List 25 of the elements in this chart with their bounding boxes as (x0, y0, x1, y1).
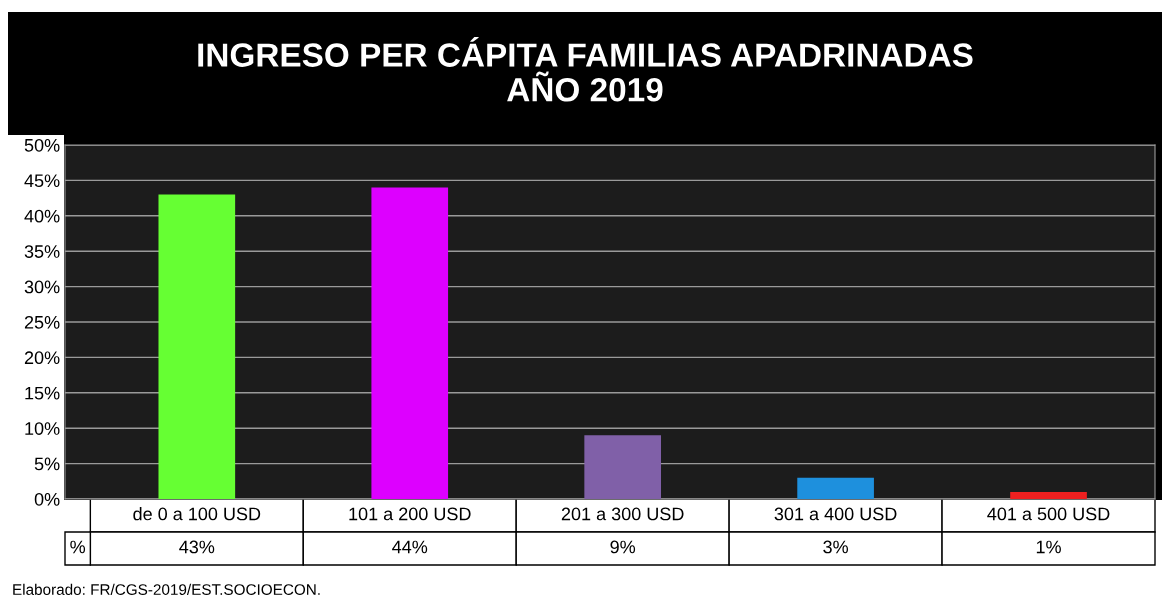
data-label: 44% (392, 540, 428, 554)
y-tick-label: 15% (25, 386, 60, 400)
y-tick-label: 35% (24, 245, 60, 258)
y-tick-label: 5% (34, 457, 60, 471)
y-tick-label: 50% (24, 138, 60, 152)
data-label: 43% (179, 540, 215, 554)
chart-title: INGRESO PER CÁPITA FAMILIAS APADRINADAS AÑO 2019 (198, 37, 973, 102)
data-label: 1% (1036, 540, 1061, 554)
x-tick-label: de 0 a 100 USD (133, 507, 261, 521)
y-tick-label: 10% (25, 422, 60, 435)
x-tick-label: 301 a 400 USD (774, 507, 897, 521)
y-tick-label: 20% (24, 351, 60, 365)
text: % (70, 540, 86, 554)
data-label: 9% (610, 540, 636, 554)
y-tick-label: 25% (24, 315, 60, 329)
x-tick-label: 401 a 500 USD (987, 507, 1110, 521)
y-tick-label: 0% (34, 492, 60, 506)
text: Elaborado: FR/CGS-2019/EST.SOCIOECON. (13, 583, 320, 595)
x-tick-label: 201 a 300 USD (561, 507, 684, 521)
y-tick-label: 45% (24, 174, 60, 188)
x-tick-label: 101 a 200 USD (349, 507, 471, 521)
y-tick-label: 40% (24, 209, 60, 223)
y-tick-label: 30% (24, 280, 60, 294)
bar (1010, 491, 1087, 499)
data-label: 3% (823, 540, 849, 554)
